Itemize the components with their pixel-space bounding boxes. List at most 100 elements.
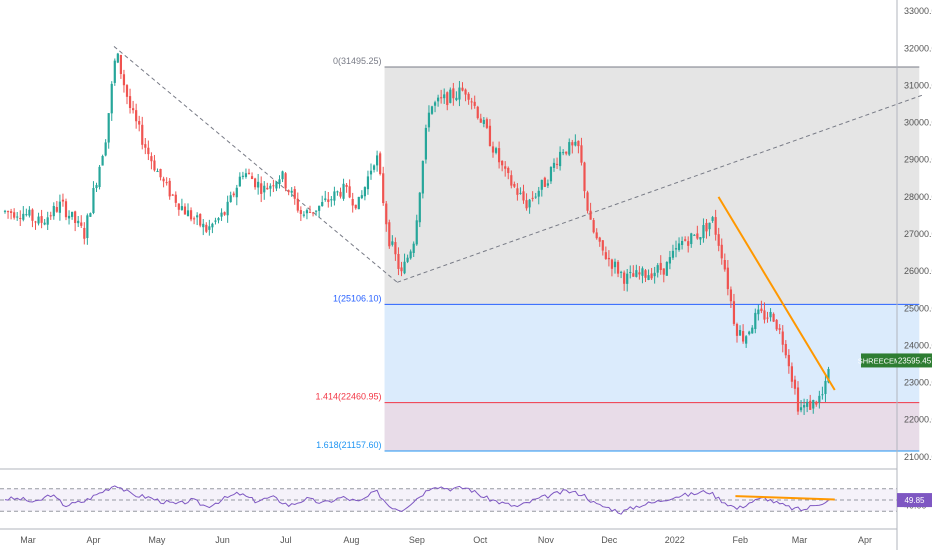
candle-body-77 xyxy=(238,176,241,187)
candle-body-183 xyxy=(562,152,565,154)
price-tick-label-8: 29000.00 xyxy=(904,155,932,165)
candle-body-68 xyxy=(211,223,214,228)
candle-body-145 xyxy=(446,92,449,106)
candle-body-217 xyxy=(665,262,668,276)
candle-body-19 xyxy=(61,199,65,202)
candle-body-93 xyxy=(287,190,290,192)
rsi-value-badge-label: 49.85 xyxy=(904,496,925,505)
candle-body-187 xyxy=(574,141,577,146)
candle-body-144 xyxy=(443,94,446,99)
candle-body-79 xyxy=(244,173,248,177)
price-tick-label-12: 33000.00 xyxy=(904,6,932,16)
dashed-line-0 xyxy=(113,46,398,283)
time-tick-label-5: Aug xyxy=(343,535,359,545)
candle-body-53 xyxy=(165,182,168,184)
candle-body-97 xyxy=(299,210,302,214)
candle-body-222 xyxy=(681,241,684,245)
candle-body-99 xyxy=(305,210,309,214)
candle-body-223 xyxy=(684,239,687,241)
price-tick-label-11: 32000.00 xyxy=(904,43,932,53)
fib-level-label-0: 0(31495.25) xyxy=(333,56,382,66)
candle-body-136 xyxy=(418,192,421,223)
candle-body-266 xyxy=(815,401,818,405)
candle-body-168 xyxy=(516,188,519,195)
candle-body-165 xyxy=(507,167,510,174)
candle-body-63 xyxy=(196,215,199,218)
time-tick-label-11: Feb xyxy=(733,535,749,545)
candle-body-102 xyxy=(315,210,318,212)
candle-body-9 xyxy=(31,209,34,221)
candle-body-132 xyxy=(406,257,409,262)
candle-body-185 xyxy=(568,142,571,155)
candle-body-64 xyxy=(199,213,202,226)
candle-body-219 xyxy=(671,250,675,258)
candle-body-124 xyxy=(382,173,385,204)
candle-body-230 xyxy=(705,222,708,232)
candle-body-61 xyxy=(189,210,193,220)
candle-body-160 xyxy=(491,146,495,153)
candle-body-213 xyxy=(653,272,656,277)
candle-body-155 xyxy=(476,106,479,119)
candle-body-7 xyxy=(25,214,28,216)
candle-body-70 xyxy=(217,218,220,221)
candle-body-31 xyxy=(98,166,101,188)
candle-body-260 xyxy=(796,387,800,412)
candle-body-50 xyxy=(156,171,159,173)
candle-body-194 xyxy=(595,232,598,239)
time-tick-label-8: Nov xyxy=(538,535,555,545)
candle-body-162 xyxy=(498,148,501,163)
candle-body-255 xyxy=(781,331,784,345)
candle-body-107 xyxy=(330,199,333,201)
candle-body-28 xyxy=(89,213,92,217)
candle-body-235 xyxy=(720,244,723,259)
candle-body-157 xyxy=(482,119,485,124)
candle-body-152 xyxy=(467,93,470,100)
candle-body-58 xyxy=(180,206,183,210)
candle-body-0 xyxy=(3,210,7,212)
candle-body-186 xyxy=(571,142,574,146)
candle-body-139 xyxy=(427,112,431,128)
candle-body-38 xyxy=(119,54,122,74)
candle-body-123 xyxy=(379,153,382,175)
candle-body-215 xyxy=(659,262,662,271)
candle-body-37 xyxy=(116,53,119,63)
candle-body-209 xyxy=(641,268,644,276)
candle-body-111 xyxy=(342,183,345,199)
candle-body-112 xyxy=(345,184,348,187)
candle-body-151 xyxy=(464,89,467,95)
dashed-line-1 xyxy=(397,94,924,283)
candle-body-242 xyxy=(742,331,745,342)
candle-body-90 xyxy=(278,179,281,185)
candle-body-207 xyxy=(635,270,638,277)
candle-body-248 xyxy=(760,308,763,312)
candle-body-201 xyxy=(616,261,620,274)
candle-body-163 xyxy=(501,160,504,166)
candle-body-105 xyxy=(324,198,327,200)
candle-body-131 xyxy=(403,261,406,274)
candle-body-188 xyxy=(577,140,580,147)
candle-body-17 xyxy=(55,207,58,212)
candle-body-251 xyxy=(769,311,772,318)
candle-body-15 xyxy=(49,215,52,217)
candle-body-65 xyxy=(202,223,205,228)
candle-body-127 xyxy=(391,241,394,245)
fib-level-label-2: 1.414(22460.95) xyxy=(315,392,381,402)
candle-body-14 xyxy=(46,217,49,225)
candle-body-239 xyxy=(732,301,736,324)
candle-body-263 xyxy=(806,401,809,407)
candle-body-243 xyxy=(745,336,748,344)
time-tick-label-6: Sep xyxy=(409,535,425,545)
candle-body-262 xyxy=(803,405,806,408)
candle-body-67 xyxy=(208,226,211,230)
price-tick-label-0: 21000.00 xyxy=(904,452,932,462)
candle-body-172 xyxy=(528,199,531,208)
candle-body-86 xyxy=(266,187,269,190)
candle-body-116 xyxy=(357,196,360,210)
candle-body-199 xyxy=(610,259,614,269)
candle-body-153 xyxy=(470,101,473,103)
candle-body-134 xyxy=(412,243,415,254)
candle-body-231 xyxy=(708,222,711,230)
candle-body-106 xyxy=(327,199,330,202)
